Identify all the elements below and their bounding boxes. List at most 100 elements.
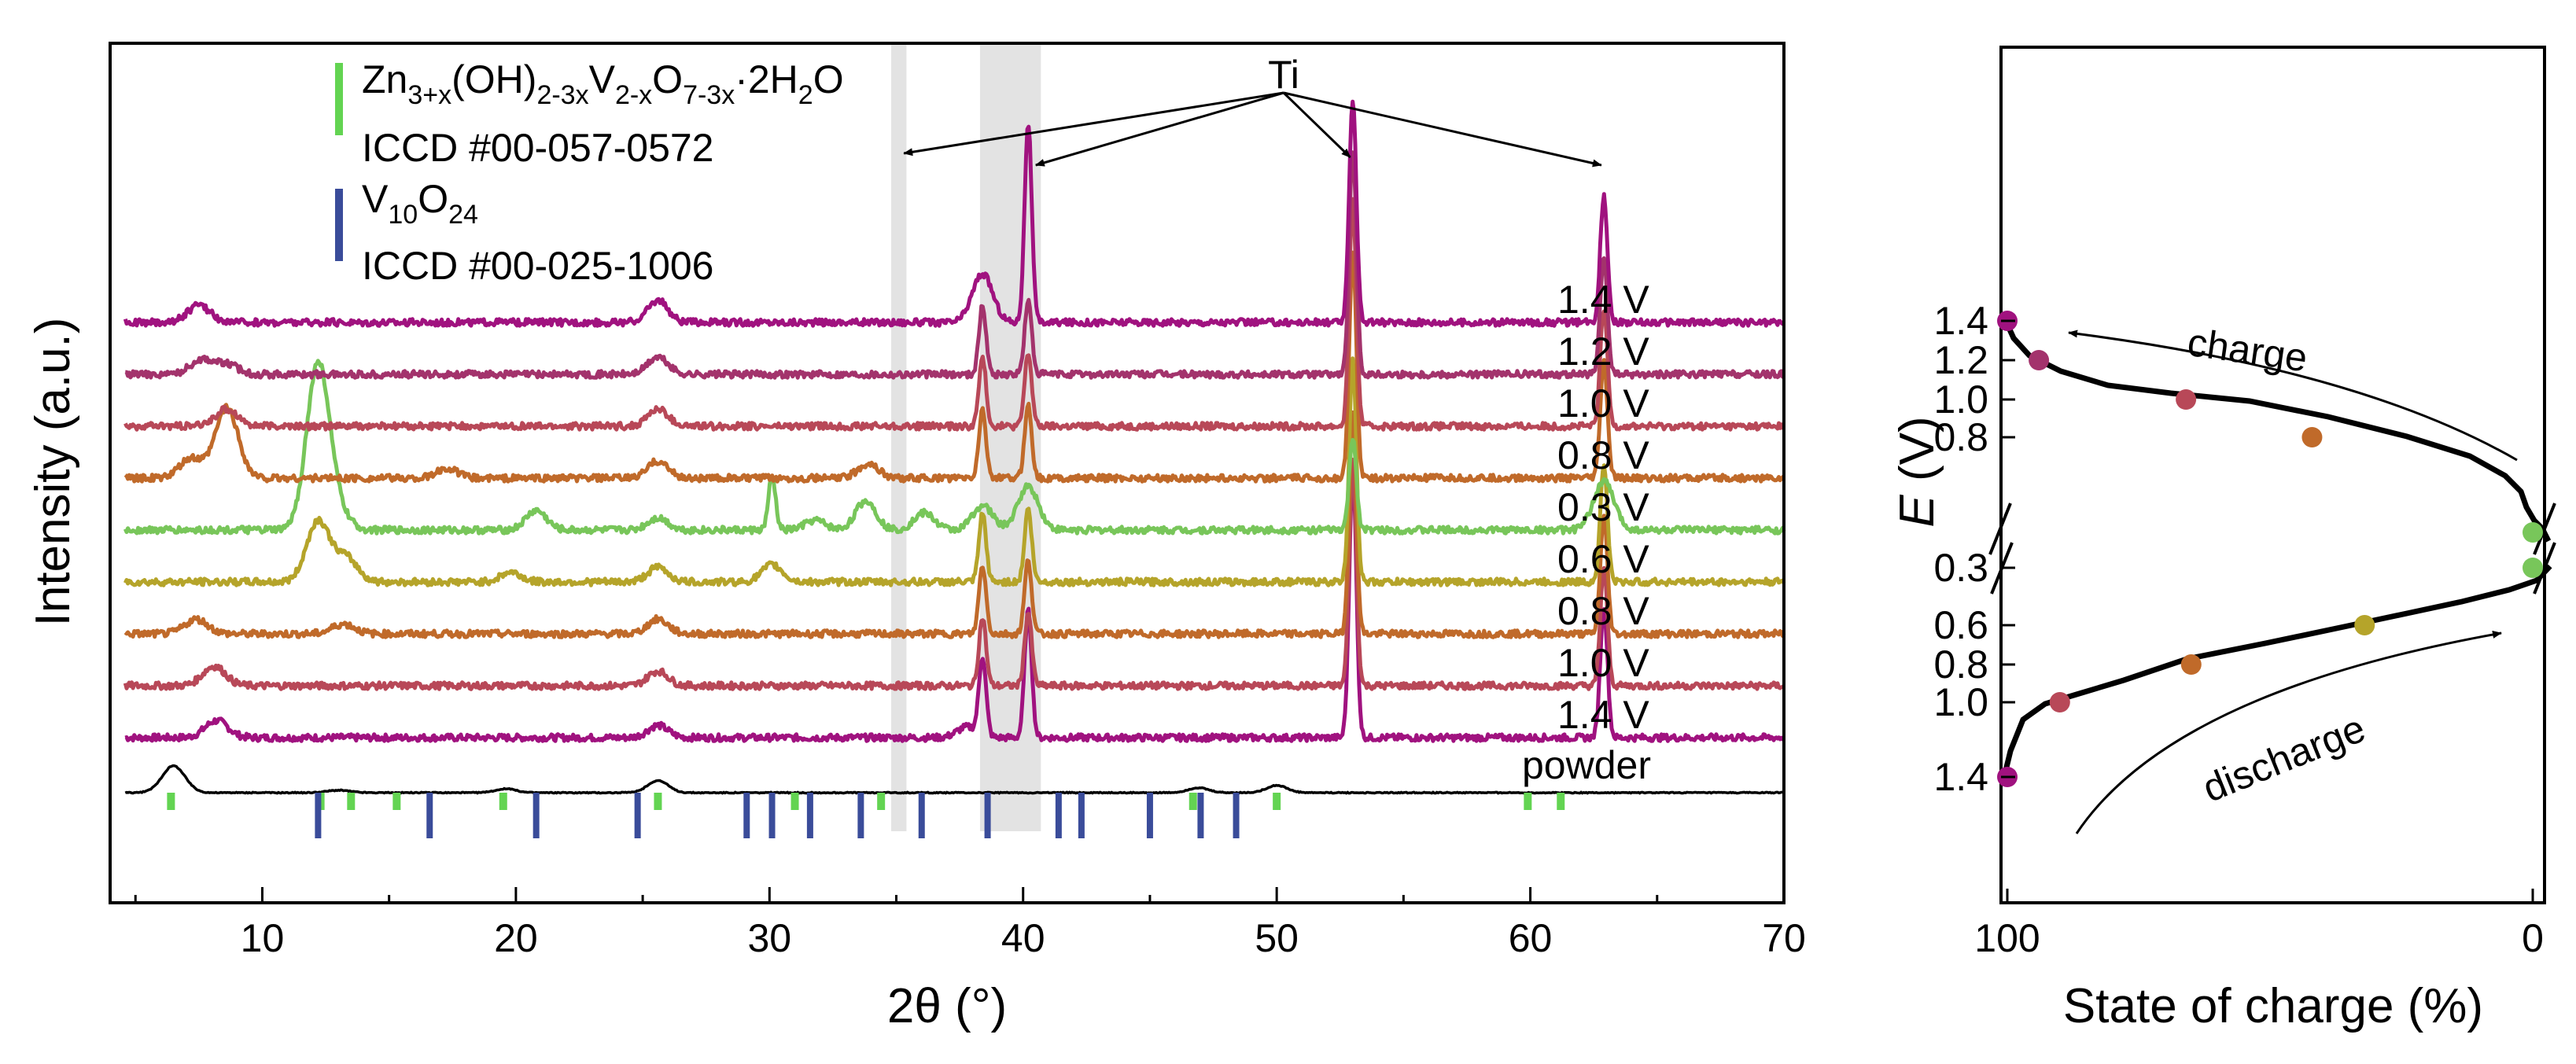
- xrd-curves: [123, 99, 1786, 795]
- discharge-point: [2049, 692, 2070, 712]
- xrd-series-label: 1.0 V: [1557, 641, 1649, 685]
- x-tick-label: 20: [494, 916, 538, 960]
- y-tick-label: 1.4: [1933, 755, 1988, 799]
- xrd-series-label: 1.4 V: [1557, 693, 1649, 737]
- xrd-series-line: [123, 197, 1786, 432]
- reference-markers: [167, 793, 1565, 838]
- ti-arrow: [1283, 91, 1602, 168]
- ti-arrows: [903, 91, 1602, 168]
- ti-annotation: Ti: [1268, 53, 1299, 97]
- y-axis-break-mark: [1988, 503, 2012, 555]
- v10o24-reference-tick: [743, 793, 750, 838]
- voltage-y-ticks: 1.4 1.2 1.0 0.8 0.3 0.6 0.8 1.0 1.4: [1933, 299, 2015, 799]
- xrd-series-labels: 1.4 V 1.0 V 0.8 V 0.6 V 0.3 V 0.8 V 1.0 V 1.2 V…: [1522, 278, 1651, 787]
- v10o24-reference-tick: [426, 793, 433, 838]
- x-tick-label: 100: [1974, 916, 2040, 960]
- svg-text:E (V): E (V): [1890, 416, 1944, 527]
- y-tick-label: 1.0: [1933, 680, 1988, 724]
- zn-reference-tick: [1188, 793, 1197, 810]
- v10o24-reference-tick: [918, 793, 925, 838]
- discharge-point: [2354, 615, 2375, 635]
- v10o24-reference-tick: [1078, 793, 1085, 838]
- zn-reference-tick: [347, 793, 356, 810]
- xrd-series-label: 0.8 V: [1557, 589, 1649, 633]
- voltage-plot-frame: [1999, 46, 2546, 904]
- ti-arrow: [1034, 91, 1284, 167]
- v10o24-reference-tick: [857, 793, 864, 838]
- xrd-series-label: 1.0 V: [1557, 381, 1649, 425]
- y-tick-label: 0.3: [1933, 546, 1988, 590]
- x-tick-label: 10: [241, 916, 285, 960]
- legend-v-icdd: ICCD #00-025-1006: [362, 244, 714, 288]
- x-tick-label: 60: [1509, 916, 1553, 960]
- xrd-series-line: [123, 250, 1786, 484]
- charge-point: [2301, 427, 2323, 447]
- y-tick-label: 1.0: [1933, 377, 1988, 422]
- y-tick-label: 0.8: [1933, 415, 1988, 459]
- xrd-series-line: [123, 410, 1786, 639]
- y-tick-label: 0.6: [1933, 603, 1988, 647]
- xrd-panel: 10 20 30 40 50 60 70 1.4 V 1.0 V 0.8 V 0.6 V 0.3 V…: [26, 42, 1806, 1033]
- zn-reference-tick: [1557, 793, 1565, 810]
- zn-reference-tick: [790, 793, 799, 810]
- zn-reference-tick: [877, 793, 886, 810]
- discharge-curve: [2001, 564, 2552, 778]
- x-tick-label: 40: [1001, 916, 1045, 960]
- powder-label: powder: [1522, 743, 1651, 787]
- v10o24-reference-tick: [1146, 793, 1153, 838]
- legend: Zn3+x(OH)2-3xV2-xO7-3x·2H2O ICCD #00-057…: [335, 57, 844, 288]
- v10o24-reference-tick: [1055, 793, 1062, 838]
- y-tick-label: 0.8: [1933, 642, 1988, 687]
- xrd-y-axis-title: Intensity (a.u.): [26, 318, 80, 627]
- discharge-annotation: discharge: [2197, 706, 2371, 811]
- y-tick-label: 1.2: [1933, 338, 1988, 382]
- ti-arrow: [903, 91, 1284, 156]
- ti-arrow: [1282, 91, 1351, 159]
- zn-reference-tick: [1273, 793, 1281, 810]
- zn-reference-tick: [654, 793, 662, 810]
- legend-zn-icdd: ICCD #00-057-0572: [362, 126, 714, 170]
- voltage-y-axis-title: E (V): [1890, 416, 1944, 527]
- legend-zn-marker: [335, 63, 343, 135]
- x-tick-label: 50: [1255, 916, 1299, 960]
- xrd-series-label: 0.3 V: [1557, 485, 1649, 529]
- xrd-series-line: [124, 150, 1785, 380]
- legend-v-formula: V10O24: [362, 177, 478, 230]
- discharge-point: [2523, 558, 2543, 578]
- v10o24-reference-tick: [768, 793, 776, 838]
- xrd-series-line: [123, 359, 1786, 536]
- v10o24-reference-tick: [634, 793, 641, 838]
- charge-direction-arrow: [2068, 330, 2518, 462]
- x-tick-label: 30: [747, 916, 791, 960]
- discharge-point: [2180, 654, 2202, 675]
- charge-point: [2523, 522, 2543, 543]
- v10o24-reference-tick: [984, 793, 991, 838]
- x-tick-label: 0: [2522, 916, 2544, 960]
- xrd-series-label: 0.8 V: [1557, 433, 1649, 477]
- x-tick-label: 70: [1762, 916, 1806, 960]
- voltage-x-ticks: 100 0: [1974, 889, 2544, 960]
- legend-v-marker: [335, 189, 343, 261]
- v10o24-reference-tick: [1197, 793, 1204, 838]
- xrd-series-label: 1.2 V: [1557, 330, 1649, 374]
- xrd-series-label: 1.4 V: [1557, 278, 1649, 322]
- xrd-series-line: [123, 356, 1786, 587]
- v10o24-reference-tick: [533, 793, 540, 838]
- zn-reference-tick: [1524, 793, 1532, 810]
- charge-annotation: charge: [2185, 320, 2310, 381]
- xrd-x-axis-title: 2θ (°): [887, 979, 1007, 1033]
- xrd-x-axis: 10 20 30 40 50 60 70: [134, 887, 1806, 960]
- powder-line: [124, 764, 1785, 795]
- xrd-series-label: 0.6 V: [1557, 537, 1649, 581]
- v10o24-reference-tick: [315, 793, 322, 838]
- xrd-series-line: [123, 458, 1786, 691]
- xrd-series-line: [123, 99, 1786, 328]
- ti-shaded-regions: [891, 45, 1041, 831]
- zn-reference-tick: [499, 793, 507, 810]
- zn-reference-tick: [392, 793, 401, 810]
- charge-point: [2029, 350, 2050, 370]
- voltage-x-axis-title: State of charge (%): [2063, 979, 2483, 1033]
- legend-zn-formula: Zn3+x(OH)2-3xV2-xO7-3x·2H2O: [362, 57, 844, 110]
- v10o24-reference-tick: [806, 793, 813, 838]
- voltage-points: [1997, 311, 2543, 787]
